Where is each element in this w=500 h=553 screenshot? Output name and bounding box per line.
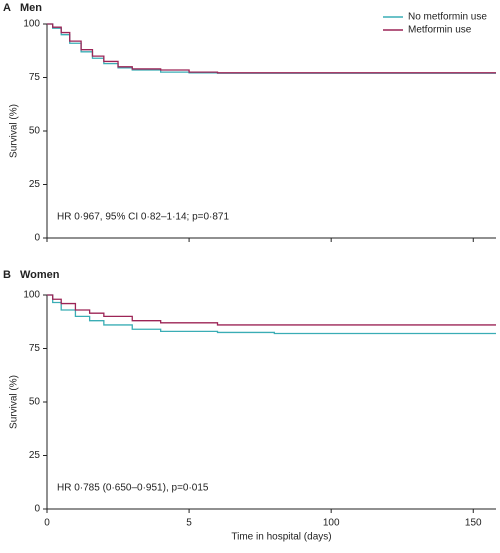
survival-curve [47, 23, 496, 74]
y-tick-label: 0 [34, 233, 40, 244]
y-tick-label: 25 [29, 450, 41, 461]
panel-title: Men [20, 2, 42, 14]
y-tick-label: 75 [29, 343, 41, 354]
x-tick-label: 5 [186, 518, 192, 529]
y-tick-label: 75 [29, 72, 41, 83]
legend-label: No metformin use [408, 12, 487, 23]
panel-label: B [3, 269, 11, 281]
legend-label: Metformin use [408, 25, 472, 36]
x-tick-label: 150 [465, 518, 482, 529]
x-tick-label: 100 [323, 518, 340, 529]
y-tick-label: 100 [23, 19, 40, 30]
x-tick-label: 0 [44, 518, 50, 529]
y-tick-label: 50 [29, 126, 41, 137]
y-axis-label: Survival (%) [9, 104, 20, 158]
y-tick-label: 25 [29, 179, 41, 190]
y-tick-label: 50 [29, 397, 41, 408]
x-axis-label: Time in hospital (days) [231, 532, 331, 543]
survival-curve [47, 294, 496, 326]
annotation: HR 0·967, 95% CI 0·82–1·14; p=0·871 [57, 212, 229, 223]
y-tick-label: 100 [23, 290, 40, 301]
y-axis-label: Survival (%) [9, 375, 20, 429]
panel-label: A [3, 2, 11, 14]
panel-title: Women [20, 269, 60, 281]
survival-curve [47, 294, 496, 335]
y-tick-label: 0 [34, 504, 40, 515]
annotation: HR 0·785 (0·650–0·951), p=0·015 [57, 483, 209, 494]
